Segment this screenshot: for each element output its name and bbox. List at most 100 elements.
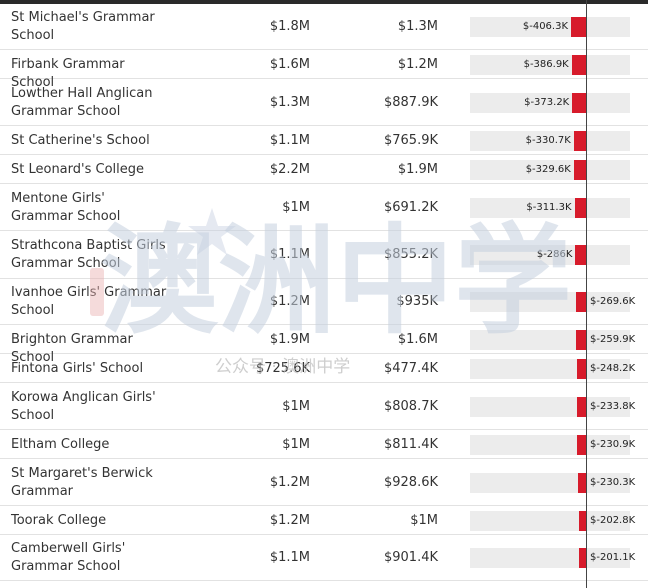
bar-track [470, 130, 630, 151]
school-name: Fintona Girls' School [11, 360, 144, 376]
school-name: Lowther Hall Anglican Grammar School [11, 85, 153, 119]
change-label: $-311.3K [526, 201, 572, 213]
table-row: Eltham College $1M $811.4K $-230.9K [0, 430, 648, 459]
income-a-cell: $1.2M [269, 512, 310, 528]
bar-track [470, 92, 630, 113]
change-label: $-230.3K [590, 476, 636, 488]
income-a-cell: $1.9M [269, 331, 310, 347]
change-bar [577, 396, 586, 417]
income-a-cell: $1.2M [269, 474, 310, 490]
change-label: $-230.9K [590, 438, 636, 450]
change-bar [578, 548, 586, 568]
bar-track [470, 548, 630, 568]
bar-track [470, 197, 630, 218]
change-bar [571, 17, 586, 37]
school-name: Korowa Anglican Girls' School [11, 389, 156, 423]
bar-track [470, 510, 630, 531]
income-b-cell: $1.3M [397, 19, 438, 34]
income-a-cell: $1.1M [269, 550, 310, 565]
income-b-cell: $855.2K [383, 247, 438, 262]
change-label: $-259.9K [590, 333, 636, 345]
bar-track [470, 245, 630, 265]
table-row: Firbank Grammar School $1.6M $1.2M $-386.9K [0, 50, 648, 90]
income-b-cell: $811.4K [383, 436, 438, 452]
change-bar [574, 197, 586, 218]
table-row: Fintona Girls' School $725.6K $477.4K $-248… [0, 354, 648, 383]
table-row: Korowa Anglican Girls' School $1M $808.7K $… [0, 383, 648, 430]
change-bar [573, 159, 586, 180]
school-name: Camberwell Girls' Grammar School [11, 541, 126, 574]
income-a-cell: $1M [282, 398, 310, 414]
table-row: St Leonard's College $2.2M $1.9M $-329.6K [0, 155, 648, 184]
bar-track [470, 434, 630, 455]
table-row: Strathcona Baptist Girls Grammar School $… [0, 231, 648, 279]
change-label: $-330.7K [525, 134, 571, 146]
change-bar [576, 292, 586, 312]
income-a-cell: $1M [282, 436, 310, 452]
change-bar [575, 245, 586, 265]
income-a-cell: $1.1M [269, 247, 310, 262]
table-row: Brighton Grammar School $1.9M $1.6M $-259.9… [0, 325, 648, 365]
school-name: Ivanhoe Girls' Grammar School [11, 285, 167, 318]
income-b-cell: $1.6M [397, 331, 438, 347]
table-row: Camberwell Girls' Grammar School $1.1M $90… [0, 535, 648, 581]
change-label: $-201.1K [590, 552, 636, 563]
change-label: $-386.9K [523, 58, 569, 70]
change-bar [577, 472, 586, 493]
table-row: St Margaret's Berwick Grammar $1.2M $928.6… [0, 459, 648, 506]
change-label: $-248.2K [590, 362, 636, 374]
school-name: St Margaret's Berwick Grammar [11, 465, 153, 499]
income-b-cell: $1.2M [397, 56, 438, 72]
table-row: Lowther Hall Anglican Grammar School $1.3… [0, 79, 648, 126]
bar-track [470, 472, 630, 493]
school-name: St Michael's Grammar School [11, 10, 155, 43]
table-row: St Michael's Grammar School $1.8M $1.3M $-4… [0, 4, 648, 50]
income-a-cell: $725.6K [255, 360, 310, 376]
income-b-cell: $477.4K [383, 360, 438, 376]
income-b-cell: $935K [396, 294, 438, 309]
top-border [0, 0, 648, 4]
change-label: $-233.8K [590, 400, 636, 412]
income-b-cell: $901.4K [383, 550, 438, 565]
bar-track [470, 292, 630, 312]
bar-track [470, 358, 630, 379]
school-name: Firbank Grammar School [11, 56, 125, 90]
bar-track [470, 159, 630, 180]
school-name: St Leonard's College [11, 161, 145, 177]
school-name: Strathcona Baptist Girls Grammar School [11, 238, 166, 271]
school-name: Eltham College [11, 436, 110, 452]
change-bar [571, 54, 586, 75]
change-label: $-286K [536, 249, 573, 260]
change-label: $-406.3K [522, 21, 569, 32]
bar-track [470, 329, 630, 350]
income-b-cell: $691.2K [383, 199, 438, 215]
income-a-cell: $1.2M [269, 294, 310, 309]
table-row: Toorak College $1.2M $1M $-202.8K [0, 506, 648, 535]
bar-track [470, 396, 630, 417]
income-b-cell: $1M [410, 512, 438, 528]
income-b-cell: $1.9M [397, 161, 438, 177]
bar-track [470, 17, 630, 37]
income-a-cell: $1.8M [269, 19, 310, 34]
income-a-cell: $1.6M [269, 56, 310, 72]
change-bar [577, 434, 586, 455]
change-label: $-373.2K [524, 96, 570, 108]
income-b-cell: $808.7K [383, 398, 438, 414]
table-row: St Catherine's School $1.1M $765.9K $-330.7… [0, 126, 648, 155]
school-name: Mentone Girls' Grammar School [11, 190, 121, 224]
change-label: $-329.6K [525, 163, 571, 175]
table-row: Mentone Girls' Grammar School $1M $691.2K $… [0, 184, 648, 231]
income-b-cell: $765.9K [383, 132, 438, 148]
change-bar [573, 130, 586, 151]
school-name: Toorak College [11, 512, 107, 528]
change-bar [576, 329, 586, 350]
income-a-cell: $2.2M [269, 161, 310, 177]
change-bar [576, 358, 586, 379]
change-label: $-269.6K [590, 296, 636, 307]
zero-axis-line [586, 0, 587, 588]
income-a-cell: $1.1M [269, 132, 310, 148]
change-bar [572, 92, 586, 113]
school-name: St Catherine's School [11, 132, 150, 148]
bar-track [470, 54, 630, 75]
school-name: Brighton Grammar School [11, 331, 133, 365]
